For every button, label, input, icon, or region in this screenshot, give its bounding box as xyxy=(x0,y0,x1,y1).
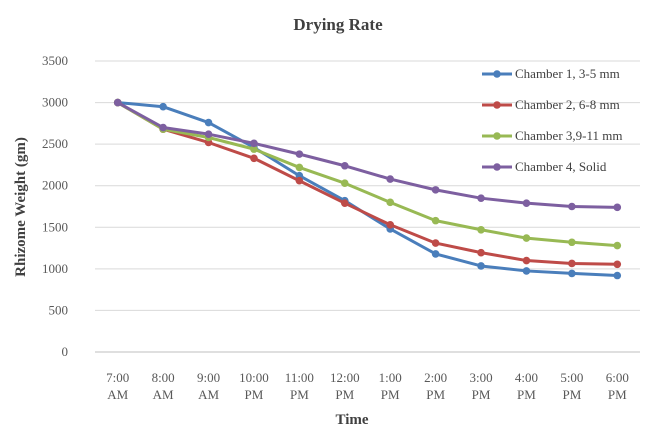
legend-item: Chamber 4, Solid xyxy=(482,159,607,174)
data-point xyxy=(386,198,395,207)
x-tick-label: 2:00 PM xyxy=(424,370,447,402)
data-point xyxy=(613,271,622,280)
chart-title: Drying Rate xyxy=(293,15,383,34)
x-tick-label: 1:00 PM xyxy=(379,370,402,402)
x-tick-label: 12:00 PM xyxy=(330,370,360,402)
data-point xyxy=(431,250,440,258)
data-point xyxy=(250,145,258,153)
x-tick-label: 7:00 AM xyxy=(106,370,129,402)
data-point xyxy=(295,163,304,172)
x-tick-label: 10:00 PM xyxy=(239,370,269,402)
data-point xyxy=(568,259,576,268)
x-tick-label: 11:00 PM xyxy=(285,370,314,402)
data-point xyxy=(295,150,304,158)
series-line xyxy=(116,101,618,266)
data-point xyxy=(613,203,622,212)
data-point xyxy=(613,241,622,250)
legend-label: Chamber 2, 6-8 mm xyxy=(515,97,620,112)
x-axis-ticks: 7:00 AM 8:00 AM 9:00 AM 10:00 PM 11:00 PM 12:00 PM 1… xyxy=(106,370,629,402)
y-tick-label: 500 xyxy=(49,302,69,317)
data-point xyxy=(159,123,167,132)
data-point xyxy=(386,220,395,229)
y-axis-ticks: 0 500 1000 1500 2000 2500 3000 3500 xyxy=(42,53,68,359)
x-tick-label: 8:00 AM xyxy=(152,370,175,402)
y-tick-label: 2500 xyxy=(42,136,68,151)
legend: Chamber 1, 3-5 mm Chamber 2, 6-8 mm Chambe… xyxy=(482,66,622,174)
series-line xyxy=(116,101,618,209)
data-point xyxy=(522,234,531,242)
data-point xyxy=(295,176,304,185)
legend-item: Chamber 1, 3-5 mm xyxy=(482,66,620,81)
data-point xyxy=(431,239,440,247)
legend-item: Chamber 2, 6-8 mm xyxy=(482,97,620,112)
x-tick-label: 4:00 PM xyxy=(515,370,538,402)
data-point xyxy=(340,161,349,170)
legend-label: Chamber 3,9-11 mm xyxy=(515,128,622,143)
data-point xyxy=(204,130,213,138)
legend-marker xyxy=(493,70,501,78)
data-point xyxy=(568,238,576,247)
y-tick-label: 3500 xyxy=(42,53,68,68)
y-axis-title: Rhizome Weight (gm) xyxy=(13,137,29,277)
y-tick-label: 0 xyxy=(62,344,69,359)
legend-label: Chamber 4, Solid xyxy=(515,159,607,174)
legend-marker xyxy=(493,132,501,140)
x-tick-label: 5:00 PM xyxy=(560,370,583,402)
data-point xyxy=(477,225,485,234)
data-point xyxy=(568,202,576,211)
data-point xyxy=(613,260,622,269)
data-point xyxy=(522,256,531,265)
y-tick-label: 1000 xyxy=(42,261,68,276)
legend-marker xyxy=(493,163,501,171)
y-tick-label: 1500 xyxy=(42,219,68,234)
data-point xyxy=(568,269,576,278)
data-point xyxy=(477,262,485,270)
legend-marker xyxy=(493,101,501,109)
series-layer xyxy=(113,98,622,280)
data-point xyxy=(204,118,213,127)
data-point xyxy=(522,199,531,207)
data-point xyxy=(250,154,258,163)
data-point xyxy=(386,175,395,183)
x-tick-label: 9:00 AM xyxy=(197,370,220,402)
series-line xyxy=(116,101,618,248)
data-point xyxy=(113,98,122,107)
data-point xyxy=(340,199,349,207)
data-point xyxy=(159,102,167,111)
data-point xyxy=(431,186,440,194)
x-axis-title: Time xyxy=(335,412,368,428)
series-4 xyxy=(113,98,622,212)
data-point xyxy=(250,139,258,148)
data-point xyxy=(477,194,485,202)
x-tick-label: 6:00 PM xyxy=(606,370,629,402)
legend-item: Chamber 3,9-11 mm xyxy=(482,128,622,143)
data-point xyxy=(522,267,531,275)
y-tick-label: 2000 xyxy=(42,178,68,193)
data-point xyxy=(340,179,349,188)
series-1 xyxy=(113,98,622,280)
legend-label: Chamber 1, 3-5 mm xyxy=(515,66,620,81)
x-tick-label: 3:00 PM xyxy=(469,370,492,402)
y-tick-label: 3000 xyxy=(42,95,68,110)
gridlines xyxy=(95,60,640,353)
data-point xyxy=(477,248,485,257)
series-2 xyxy=(113,98,622,269)
data-point xyxy=(431,216,440,225)
